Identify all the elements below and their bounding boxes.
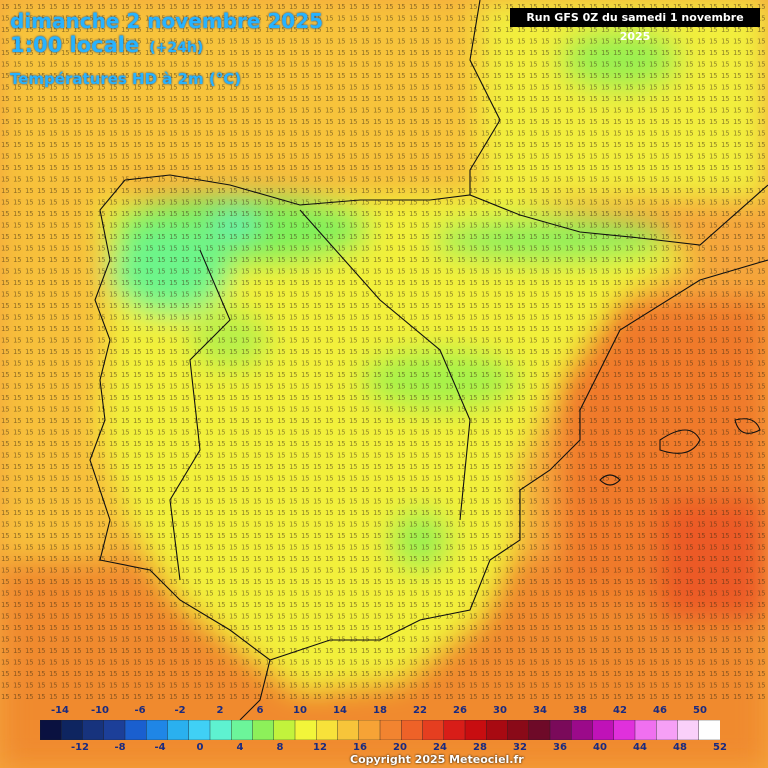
legend-label-bottom: 8: [276, 742, 284, 753]
legend-label-top: 50: [693, 705, 707, 716]
legend-swatch: [61, 719, 84, 741]
legend-label-bottom: -8: [114, 742, 126, 753]
legend-label-bottom: 20: [393, 742, 407, 753]
legend-swatch: [549, 719, 572, 741]
time-label: 1:00 locale: [10, 33, 140, 57]
legend-label-top: 2: [216, 705, 224, 716]
legend-swatch: [443, 719, 466, 741]
legend-swatch: [358, 719, 381, 741]
legend-swatch: [634, 719, 657, 741]
legend-swatch: [507, 719, 530, 741]
legend-swatch: [422, 719, 445, 741]
legend-swatch: [613, 719, 636, 741]
legend-swatch: [273, 719, 296, 741]
legend-label-top: -2: [174, 705, 186, 716]
legend-swatch: [677, 719, 700, 741]
legend-swatch: [571, 719, 594, 741]
legend-swatch: [167, 719, 190, 741]
legend-swatch: [188, 719, 211, 741]
legend-label-bottom: 48: [673, 742, 687, 753]
legend-swatch: [103, 719, 126, 741]
legend-swatch: [316, 719, 339, 741]
legend-label-top: 14: [333, 705, 347, 716]
legend-label-bottom: 28: [473, 742, 487, 753]
legend-label-top: 18: [373, 705, 387, 716]
legend-label-top: 26: [453, 705, 467, 716]
legend-label-top: 6: [256, 705, 264, 716]
legend-swatch: [528, 719, 551, 741]
legend-swatch: [39, 719, 62, 741]
legend-swatch: [401, 719, 424, 741]
legend-swatch: [656, 719, 679, 741]
legend-swatch: [146, 719, 169, 741]
legend-label-bottom: 0: [196, 742, 204, 753]
legend-label-top: 10: [293, 705, 307, 716]
legend-swatch: [209, 719, 232, 741]
legend-label-bottom: 12: [313, 742, 327, 753]
legend-swatch: [592, 719, 615, 741]
legend-label-top: -14: [50, 705, 70, 716]
legend-label-bottom: 40: [593, 742, 607, 753]
legend-swatch: [231, 719, 254, 741]
legend-label-top: 34: [533, 705, 547, 716]
color-legend: [39, 719, 721, 744]
legend-swatch: [82, 719, 105, 741]
legend-label-top: 30: [493, 705, 507, 716]
legend-label-bottom: 32: [513, 742, 527, 753]
legend-label-bottom: 36: [553, 742, 567, 753]
legend-label-bottom: 4: [236, 742, 244, 753]
run-info-box: Run GFS 0Z du samedi 1 novembre 2025: [510, 8, 760, 43]
copyright-text: Copyright 2025 Meteociel.fr: [350, 753, 524, 766]
legend-label-top: -6: [134, 705, 146, 716]
legend-swatch: [698, 719, 721, 741]
legend-swatch: [464, 719, 487, 741]
legend-label-top: 38: [573, 705, 587, 716]
legend-swatch: [124, 719, 147, 741]
legend-swatch: [486, 719, 509, 741]
variable-title: Températures HD à 2m (°C): [10, 70, 242, 88]
legend-label-top: 42: [613, 705, 627, 716]
legend-swatch: [294, 719, 317, 741]
legend-label-bottom: 52: [713, 742, 727, 753]
date-title: dimanche 2 novembre 2025: [10, 9, 324, 33]
legend-bar: [39, 719, 721, 741]
legend-label-top: 22: [413, 705, 427, 716]
legend-label-top: -10: [90, 705, 110, 716]
legend-label-bottom: 44: [633, 742, 647, 753]
legend-label-bottom: 16: [353, 742, 367, 753]
legend-label-top: 46: [653, 705, 667, 716]
time-title: 1:00 locale (+24h): [10, 33, 203, 57]
legend-label-bottom: 24: [433, 742, 447, 753]
legend-swatch: [379, 719, 402, 741]
legend-label-bottom: -12: [70, 742, 90, 753]
legend-swatch: [337, 719, 360, 741]
legend-swatch: [252, 719, 275, 741]
legend-label-bottom: -4: [154, 742, 166, 753]
lead-time-tag: (+24h): [149, 40, 204, 56]
